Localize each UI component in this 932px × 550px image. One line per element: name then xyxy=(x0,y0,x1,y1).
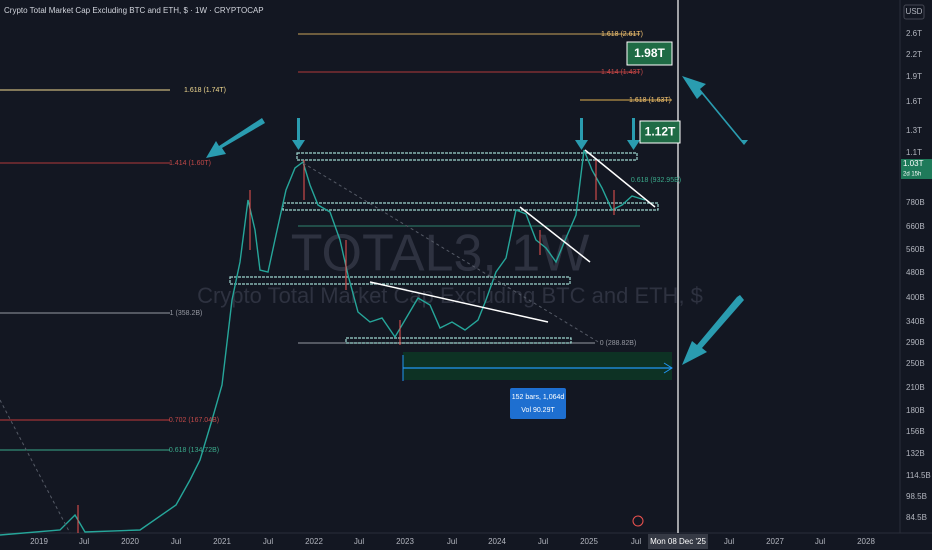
watermark-name: Crypto Total Market Cap Excluding BTC an… xyxy=(197,283,703,308)
target-box xyxy=(626,41,673,66)
event-icon[interactable] xyxy=(632,515,644,527)
price-label: 400B xyxy=(906,293,925,302)
time-label: 2027 xyxy=(766,537,784,546)
price-label: 560B xyxy=(906,245,925,254)
price-label: 156B xyxy=(906,427,925,436)
price-label: 290B xyxy=(906,338,925,347)
price-label: 1.1T xyxy=(906,148,922,157)
time-label: 2021 xyxy=(213,537,231,546)
price-label: 84.5B xyxy=(906,513,927,522)
currency-button[interactable] xyxy=(903,4,925,20)
currency[interactable]: USD xyxy=(906,7,923,16)
cursor-tag xyxy=(648,534,708,549)
time-label: Jul xyxy=(815,537,825,546)
price-label: 132B xyxy=(906,449,925,458)
price-path xyxy=(0,149,646,536)
target-label: 1.98T xyxy=(634,46,665,60)
chart-title: Crypto Total Market Cap Excluding BTC an… xyxy=(4,6,264,15)
fib-label: 0.702 (167.04B) xyxy=(169,417,219,424)
time-label: 2019 xyxy=(30,537,48,546)
measure-volume: Vol 90.29T xyxy=(521,407,555,414)
fib-label: 0.618 (932.95B) xyxy=(631,177,681,184)
time-label: Jul xyxy=(724,537,734,546)
watermark-symbol: TOTAL3, 1W xyxy=(291,225,590,283)
time-label: Jul xyxy=(263,537,273,546)
time-label: Jul xyxy=(447,537,457,546)
target-zone xyxy=(403,352,672,380)
price-label: 98.5B xyxy=(906,492,927,501)
fib-label: 0 (288.82B) xyxy=(600,340,637,347)
price-label: 1.3T xyxy=(906,126,922,135)
price-label: 2.2T xyxy=(906,50,922,59)
current-price: 1.03T xyxy=(903,159,924,168)
price-label: 780B xyxy=(906,198,925,207)
time-label: Jul xyxy=(171,537,181,546)
trend-lines xyxy=(369,149,656,323)
time-labels: 2019 Jul 2020 Jul 2021 Jul 2022 Jul 2023 Jul 2024 J… xyxy=(30,537,875,546)
arrows xyxy=(206,76,748,365)
time-label: 2020 xyxy=(121,537,139,546)
time-label: 2025 xyxy=(580,537,598,546)
measure-box xyxy=(510,388,566,419)
price-label: 340B xyxy=(906,317,925,326)
target-box xyxy=(639,120,681,144)
time-label: Jul xyxy=(79,537,89,546)
time-label: Jul xyxy=(354,537,364,546)
price-label: 210B xyxy=(906,383,925,392)
price-label: 180B xyxy=(906,406,925,415)
cursor-date: Mon 08 Dec '25 xyxy=(650,537,706,546)
time-label: Jul xyxy=(538,537,548,546)
countdown: 2d 15h xyxy=(903,172,921,178)
fib-label: 1.618 (1.63T) xyxy=(629,97,671,104)
price-labels: 2.6T 2.2T 1.9T 1.6T 1.3T 1.1T 780B 660B 560B 480B… xyxy=(906,29,931,522)
time-label: 2028 xyxy=(857,537,875,546)
price-label: 250B xyxy=(906,359,925,368)
price-label: 1.6T xyxy=(906,97,922,106)
current-price-tag xyxy=(901,159,932,179)
price-label: 1.9T xyxy=(906,72,922,81)
price-label: 114.5B xyxy=(906,471,931,480)
measure-arrow xyxy=(663,362,673,374)
fib-label: 1.618 (2.61T) xyxy=(601,31,643,38)
target-label: 1.12T xyxy=(645,125,676,139)
fib-label: 0.618 (134.72B) xyxy=(169,447,219,454)
fib-label: 1 (358.2B) xyxy=(170,310,203,317)
fib-label: 1.414 (1.60T) xyxy=(169,160,211,167)
time-label: 2024 xyxy=(488,537,506,546)
candle-accents xyxy=(77,160,615,533)
price-label: 660B xyxy=(906,222,925,231)
fib-label: 1.414 (1.43T) xyxy=(601,69,643,76)
time-label: Jul xyxy=(631,537,641,546)
time-label: 2022 xyxy=(305,537,323,546)
time-label: 2023 xyxy=(396,537,414,546)
fib-label: 1.618 (1.74T) xyxy=(184,87,226,94)
measure-range: 152 bars, 1,064d xyxy=(512,394,565,401)
diagonal xyxy=(302,162,601,344)
diagonal xyxy=(0,399,71,534)
price-label: 2.6T xyxy=(906,29,922,38)
price-label: 480B xyxy=(906,268,925,277)
